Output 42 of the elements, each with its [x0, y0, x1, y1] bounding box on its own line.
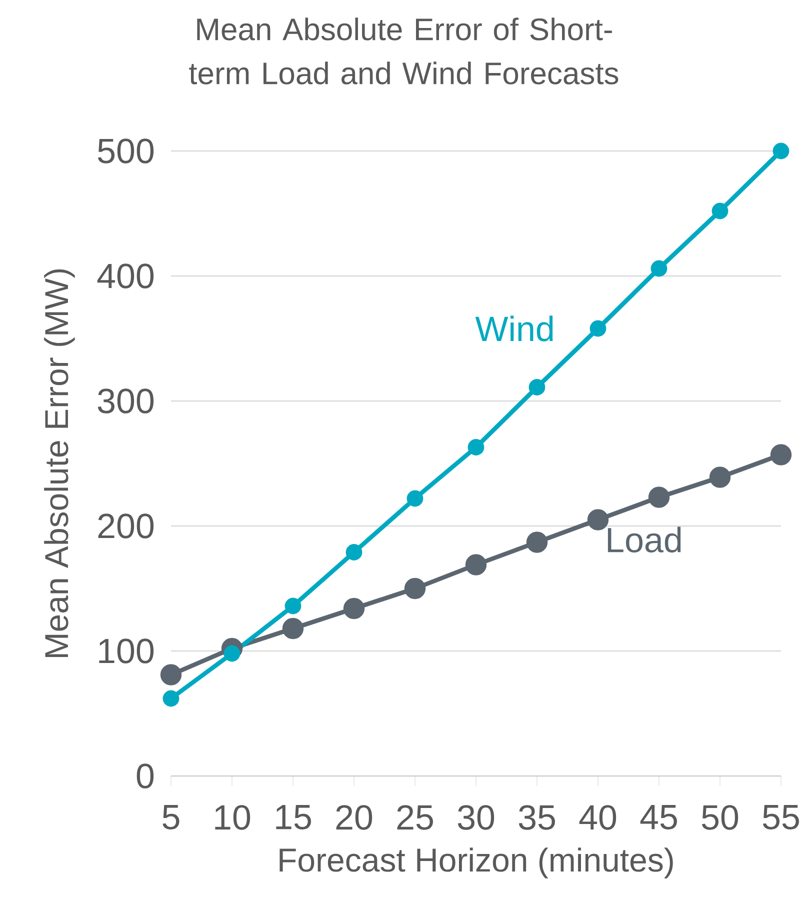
point — [465, 554, 487, 576]
point — [587, 509, 609, 530]
point — [162, 690, 180, 707]
y-tick-label: 200 — [98, 514, 154, 538]
y-tick-label: 400 — [97, 264, 154, 288]
series-label: Load — [608, 526, 681, 553]
point — [404, 578, 426, 600]
point — [406, 490, 424, 507]
point — [770, 444, 792, 466]
point — [282, 618, 304, 640]
point — [528, 379, 546, 396]
point — [346, 544, 362, 560]
point — [712, 202, 728, 220]
y-tick-label: 0 — [136, 764, 154, 788]
point — [590, 320, 606, 337]
x-tick-label: 25 — [397, 805, 433, 830]
x-tick-label: 35 — [518, 805, 555, 830]
y-tick-label: 500 — [98, 138, 154, 164]
point — [160, 664, 182, 686]
point — [468, 439, 484, 456]
x-tick-label: 20 — [336, 805, 372, 830]
x-axis-title: Forecast Horizon (minutes) — [280, 848, 673, 878]
x-tick-label: 55 — [762, 805, 799, 830]
chart-title: Mean Absolute Error of Short-term Load and Wind Forecasts — [189, 18, 618, 84]
y-tick-label: 300 — [98, 388, 154, 414]
point — [772, 142, 790, 160]
point — [343, 598, 365, 620]
x-tick-label: 5 — [162, 805, 180, 830]
point — [709, 466, 731, 488]
x-tick-label: 10 — [215, 805, 250, 830]
x-tick-label: 50 — [702, 805, 738, 830]
y-tick-label: 100 — [99, 638, 154, 664]
x-tick-label: 40 — [579, 805, 616, 830]
point — [650, 260, 668, 277]
x-tick-label: 30 — [458, 805, 494, 830]
x-tick-label: 45 — [640, 805, 677, 830]
x-tick-label: 15 — [276, 805, 311, 830]
y-axis-title: Mean Absolute Error (MW) — [44, 269, 75, 658]
point — [284, 598, 302, 614]
series-label: Wind — [475, 316, 553, 342]
point — [648, 486, 670, 508]
point — [526, 532, 548, 553]
